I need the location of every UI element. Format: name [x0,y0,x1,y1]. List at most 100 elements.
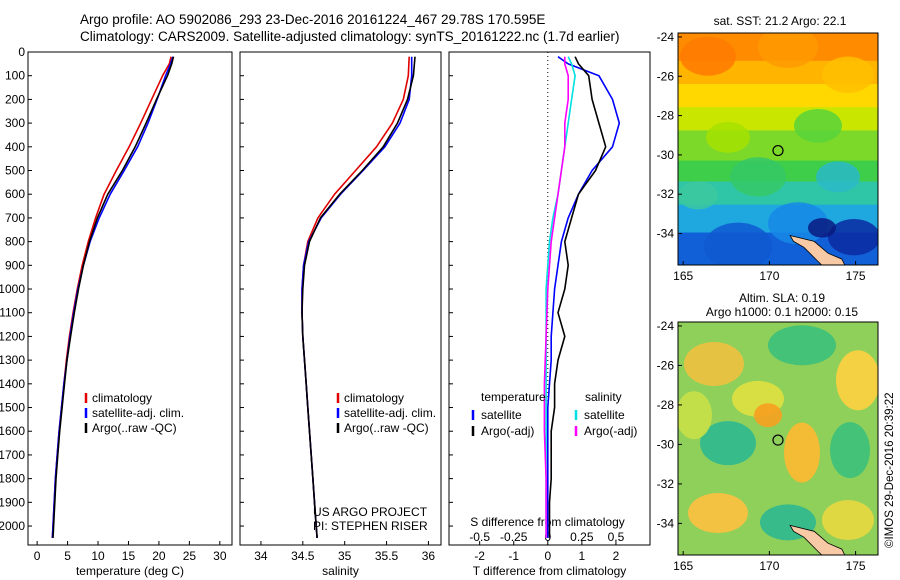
sla-patch [700,421,756,466]
map-x-tick-label: 170 [759,269,779,283]
map-y-tick-label: -32 [657,477,675,491]
map-y-tick-label: -24 [657,319,675,333]
depth-tick-label: 1700 [0,448,25,462]
x-axis-label: T difference from climatology [473,564,627,578]
depth-tick-label: 800 [5,235,25,249]
depth-tick-label: 1800 [0,472,25,486]
sla-patch [836,350,878,411]
sla-patch [684,341,744,386]
new-zealand-coastline [789,524,846,555]
x-tick-label: 34.5 [291,549,315,563]
map-x-tick-label: 175 [846,269,866,283]
depth-tick-label: 1500 [0,401,25,415]
argo-location-marker [772,144,784,157]
legend-label: satellite-adj. clim. [92,406,184,420]
depth-tick-label: 900 [5,258,25,272]
sla-patch [678,391,712,440]
x-tick-label: 30 [213,549,227,563]
sla-patch [822,500,874,541]
profile-panel-2: 34 34.5 35 35.5 36 salinity climatologysatelli… [239,51,442,578]
sst-map: -24 -26 -28 -30 -32 -34 165 170 175 [657,30,879,283]
depth-tick-label: 100 [5,69,25,83]
x-tick-label: 35 [338,549,352,563]
panel-frame [27,51,233,546]
sst-patch [730,157,786,197]
x-tick-label: 0 [544,549,551,563]
x-tick-label: 0 [34,549,41,563]
legend-label: satellite [481,408,522,422]
x-axis-label: salinity [322,564,359,578]
x-tick-label: 5 [64,549,71,563]
x-top-tick-label: 0.5 [608,530,625,544]
sst-patch [808,218,836,238]
map-x-tick-label: 175 [846,559,866,573]
sst-patch [678,181,718,210]
depth-tick-label: 1600 [0,424,25,438]
series-line-argo-raw-qc- [52,56,175,538]
x-tick-label: 35.5 [375,549,399,563]
project-annotation: US ARGO PROJECT [313,505,428,519]
x-axis-label: temperature (deg C) [76,564,184,578]
map-y-tick-label: -28 [657,398,675,412]
argo-location-marker [772,434,784,446]
imos-timestamp: ©IMOS 29-Dec-2016 20:39:22 [884,392,896,548]
plot-title-line2: Climatology: CARS2009. Satellite-adjuste… [80,29,620,44]
map-y-tick-label: -28 [657,109,675,123]
map-frame [677,32,879,266]
sla-patch [688,493,748,534]
depth-tick-label: 0 [18,45,25,59]
depth-tick-label: 1900 [0,495,25,509]
legend-label: Argo(..raw -QC) [344,421,429,435]
map-field [678,33,878,265]
legend-label: climatology [92,391,152,405]
x-tick-label: 34 [254,549,268,563]
legend-label: climatology [344,391,404,405]
map-x-tick-label: 170 [759,559,779,573]
legend-heading-temperature: temperature [481,390,546,404]
series-line-argo-adj- [543,56,570,538]
legend-label: satellite [584,408,625,422]
x-tick-label: 1 [579,549,586,563]
map-y-tick-label: -32 [657,187,675,201]
sla-patch [768,325,836,366]
legend-heading-salinity: salinity [585,390,622,404]
series-line-satellite [546,56,621,538]
sst-patch [816,161,860,193]
series-line-argo-raw-qc- [301,56,416,538]
sst-band [678,107,878,132]
sla-map-title-line2: Argo h1000: 0.1 h2000: 0.15 [706,305,858,319]
series-line-satellite-adj-clim- [51,56,174,538]
sla-patch [784,422,820,483]
depth-tick-label: 600 [5,187,25,201]
series-line-climatology [51,56,172,538]
sst-patch [828,218,878,256]
x-tick-label: 2 [613,549,620,563]
map-frame [677,321,879,556]
series-line-satellite [545,56,576,538]
map-x-tick-label: 165 [673,269,693,283]
map-y-tick-label: -26 [657,358,675,372]
legend-label: Argo(-adj) [481,424,534,438]
x-tick-label: 15 [122,549,136,563]
map-y-tick-label: -26 [657,69,675,83]
legend-label: satellite-adj. clim. [344,406,436,420]
map-field [678,322,878,555]
x-tick-label: -2 [474,549,485,563]
depth-tick-label: 1400 [0,377,25,391]
x-tick-label: 36 [422,549,436,563]
legend-label: Argo(..raw -QC) [92,421,177,435]
depth-tick-label: 300 [5,116,25,130]
depth-tick-label: 700 [5,211,25,225]
panel-frame [239,51,442,546]
sla-map-title-line1: Altim. SLA: 0.19 [739,291,825,305]
depth-tick-label: 500 [5,164,25,178]
x-top-tick-label: 0.25 [570,530,594,544]
map-x-tick-label: 165 [673,559,693,573]
panel-frame [448,51,651,546]
sst-patch [706,121,750,153]
sla-map: -24 -26 -28 -30 -32 -34 165 170 175 [657,319,879,573]
map-y-tick-label: -24 [657,30,675,44]
sst-patch [680,36,736,76]
depth-tick-label: 1000 [0,282,25,296]
sst-map-title: sat. SST: 21.2 Argo: 22.1 [714,14,847,28]
